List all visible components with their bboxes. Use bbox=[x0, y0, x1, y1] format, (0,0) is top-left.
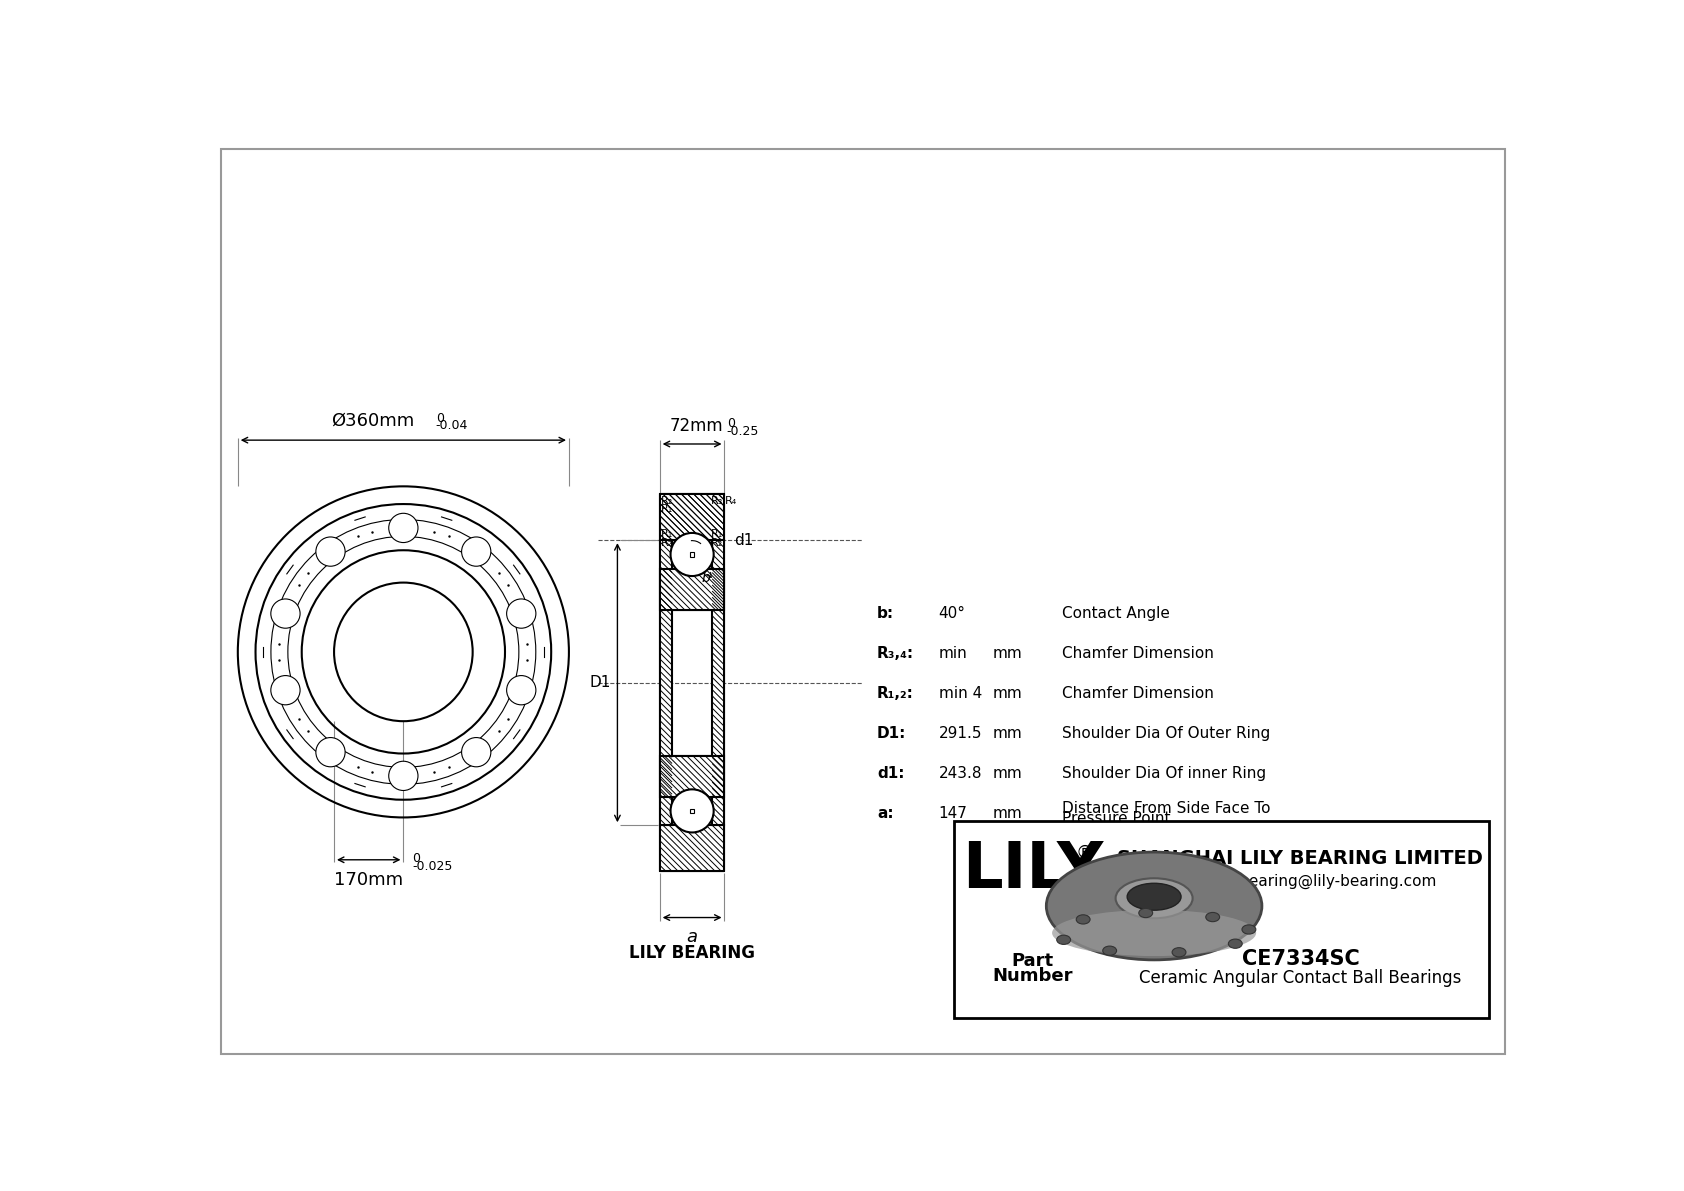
Circle shape bbox=[317, 737, 345, 767]
Ellipse shape bbox=[1058, 935, 1071, 944]
Text: d1:: d1: bbox=[877, 766, 904, 781]
Text: CE7334SC: CE7334SC bbox=[1241, 949, 1359, 969]
Text: mm: mm bbox=[992, 766, 1022, 781]
Text: Distance From Side Face To: Distance From Side Face To bbox=[1061, 800, 1270, 816]
Text: mm: mm bbox=[992, 686, 1022, 701]
Text: R₁: R₁ bbox=[711, 529, 722, 538]
Ellipse shape bbox=[1103, 946, 1116, 955]
Text: -0.025: -0.025 bbox=[413, 860, 453, 873]
Text: 243.8: 243.8 bbox=[938, 766, 982, 781]
Text: Chamfer Dimension: Chamfer Dimension bbox=[1061, 686, 1214, 701]
Text: R₃: R₃ bbox=[711, 495, 722, 506]
Text: Pressure Point: Pressure Point bbox=[1061, 811, 1170, 827]
Ellipse shape bbox=[1046, 852, 1261, 960]
Text: Ø360mm: Ø360mm bbox=[332, 411, 414, 430]
Text: Number: Number bbox=[992, 967, 1073, 985]
Text: b:: b: bbox=[877, 606, 894, 621]
Text: 40°: 40° bbox=[938, 606, 965, 621]
Ellipse shape bbox=[1052, 910, 1256, 956]
Circle shape bbox=[317, 537, 345, 566]
Ellipse shape bbox=[1206, 912, 1219, 922]
Text: min: min bbox=[938, 646, 967, 661]
Text: LILY: LILY bbox=[962, 840, 1103, 902]
Circle shape bbox=[389, 761, 418, 791]
Text: 0: 0 bbox=[727, 417, 734, 430]
Text: Shoulder Dia Of Outer Ring: Shoulder Dia Of Outer Ring bbox=[1061, 727, 1270, 741]
Bar bbox=[660, 541, 672, 825]
Text: 170mm: 170mm bbox=[333, 871, 402, 888]
Circle shape bbox=[271, 599, 300, 628]
Text: mm: mm bbox=[992, 727, 1022, 741]
Bar bbox=[712, 541, 724, 825]
Text: Chamfer Dimension: Chamfer Dimension bbox=[1061, 646, 1214, 661]
Text: b: b bbox=[702, 572, 711, 586]
Text: 0: 0 bbox=[436, 412, 443, 425]
Text: -0.04: -0.04 bbox=[436, 419, 468, 432]
Text: Ceramic Angular Contact Ball Bearings: Ceramic Angular Contact Ball Bearings bbox=[1138, 968, 1462, 987]
Ellipse shape bbox=[1138, 909, 1152, 917]
Text: ®: ® bbox=[1076, 843, 1095, 861]
Circle shape bbox=[670, 532, 714, 576]
Ellipse shape bbox=[1172, 948, 1186, 956]
Bar bbox=[660, 569, 724, 610]
Text: 291.5: 291.5 bbox=[938, 727, 982, 741]
Text: mm: mm bbox=[992, 646, 1022, 661]
Ellipse shape bbox=[1127, 884, 1180, 910]
Ellipse shape bbox=[1228, 939, 1243, 948]
Text: R₂: R₂ bbox=[662, 538, 674, 548]
Text: D1:: D1: bbox=[877, 727, 906, 741]
Circle shape bbox=[507, 675, 536, 705]
Bar bbox=[690, 809, 694, 813]
Bar bbox=[660, 825, 724, 872]
Text: R₂: R₂ bbox=[662, 495, 674, 506]
Text: R₁,₂:: R₁,₂: bbox=[877, 686, 914, 701]
Text: 72mm: 72mm bbox=[669, 417, 722, 435]
Text: a: a bbox=[687, 928, 697, 947]
Text: min 4: min 4 bbox=[938, 686, 982, 701]
Text: SHANGHAI LILY BEARING LIMITED: SHANGHAI LILY BEARING LIMITED bbox=[1118, 848, 1484, 867]
Text: Part: Part bbox=[1012, 952, 1054, 969]
Circle shape bbox=[461, 737, 490, 767]
Text: Contact Angle: Contact Angle bbox=[1061, 606, 1170, 621]
Circle shape bbox=[389, 513, 418, 543]
Text: R₁: R₁ bbox=[662, 529, 674, 538]
Bar bbox=[953, 822, 1489, 1017]
Circle shape bbox=[271, 675, 300, 705]
Text: Email: lilybearing@lily-bearing.com: Email: lilybearing@lily-bearing.com bbox=[1165, 873, 1436, 888]
Text: R₂: R₂ bbox=[711, 538, 722, 548]
Ellipse shape bbox=[1115, 878, 1192, 918]
Circle shape bbox=[461, 537, 490, 566]
Text: 0: 0 bbox=[413, 853, 421, 865]
Text: LILY BEARING: LILY BEARING bbox=[630, 944, 754, 962]
Ellipse shape bbox=[1243, 925, 1256, 934]
Bar bbox=[690, 553, 694, 557]
Text: R₄: R₄ bbox=[726, 495, 738, 506]
Text: a:: a: bbox=[877, 806, 894, 821]
Ellipse shape bbox=[1076, 915, 1090, 924]
Text: d1: d1 bbox=[734, 532, 753, 548]
Bar bbox=[660, 756, 724, 797]
Text: R₃,₄:: R₃,₄: bbox=[877, 646, 914, 661]
Text: R₁: R₁ bbox=[662, 504, 674, 515]
Text: mm: mm bbox=[992, 806, 1022, 821]
Text: D1: D1 bbox=[589, 675, 611, 691]
Circle shape bbox=[670, 790, 714, 833]
Text: Shoulder Dia Of inner Ring: Shoulder Dia Of inner Ring bbox=[1061, 766, 1266, 781]
Text: -0.25: -0.25 bbox=[727, 425, 759, 438]
Text: 147: 147 bbox=[938, 806, 967, 821]
Bar bbox=[660, 494, 724, 541]
Circle shape bbox=[507, 599, 536, 628]
